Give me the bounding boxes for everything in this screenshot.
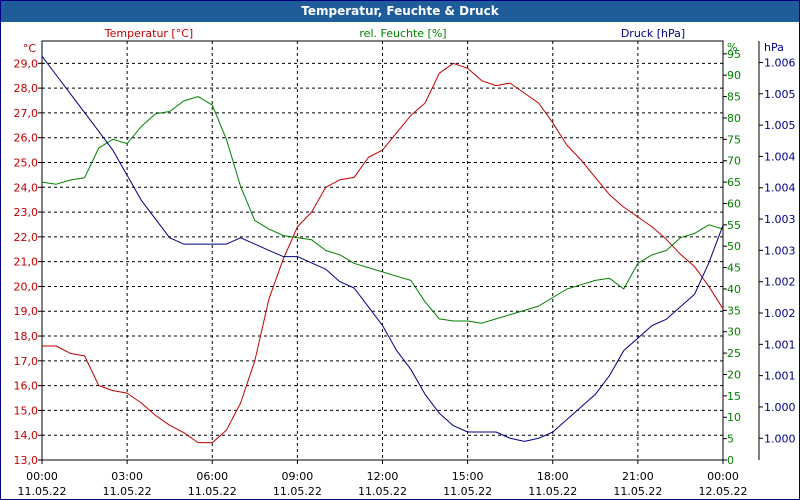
x-tick-time: 15:00: [452, 470, 484, 483]
temperature-tick-label: 24,0: [14, 181, 39, 194]
pressure-tick-label: 1.005: [764, 119, 796, 132]
series-line-humidity: [41, 96, 724, 324]
pressure-tick-label: 1.003: [764, 244, 796, 257]
humidity-tick-label: 5: [727, 433, 734, 446]
humidity-tick-label: 10: [727, 411, 741, 424]
humidity-tick-label: 90: [727, 69, 741, 82]
pressure-tick-label: 1.005: [764, 88, 796, 101]
pressure-tick-label: 1.000: [764, 432, 796, 445]
temperature-tick-label: 22,0: [14, 231, 39, 244]
temperature-tick-label: 20,0: [14, 280, 39, 293]
series-line-temperature: [42, 62, 724, 444]
temperature-unit-label: °C: [23, 42, 37, 55]
pressure-tick-label: 1.004: [764, 182, 796, 195]
pressure-tick-label: 1.002: [764, 307, 796, 320]
x-tick-time: 00:00: [26, 470, 58, 483]
x-tick-date: 11.05.22: [443, 485, 492, 498]
temperature-tick-label: 14,0: [14, 429, 39, 442]
pressure-tick-label: 1.001: [764, 338, 796, 351]
humidity-tick-label: 30: [727, 326, 741, 339]
pressure-tick-label: 1.006: [764, 56, 796, 69]
humidity-tick-label: 45: [727, 262, 741, 275]
pressure-tick-label: 1.004: [764, 150, 796, 163]
pressure-tick-label: 1.003: [764, 213, 796, 226]
x-tick-date: 11.05.22: [188, 485, 237, 498]
temperature-axis-title: Temperatur [°C]: [104, 27, 193, 40]
temperature-tick-label: 13,0: [14, 454, 39, 467]
humidity-tick-label: 65: [727, 176, 741, 189]
x-tick-time: 18:00: [537, 470, 569, 483]
temperature-tick-label: 18,0: [14, 330, 39, 343]
x-tick-date: 12.05.22: [699, 485, 748, 498]
humidity-tick-label: 80: [727, 112, 741, 125]
window-title: Temperatur, Feuchte & Druck: [1, 1, 799, 22]
temperature-tick-label: 26,0: [14, 132, 39, 145]
humidity-tick-label: 85: [727, 91, 741, 104]
humidity-tick-label: 70: [727, 155, 741, 168]
x-tick-time: 06:00: [196, 470, 228, 483]
temperature-tick-label: 17,0: [14, 355, 39, 368]
series-line-pressure: [41, 55, 724, 442]
humidity-axis-title: rel. Feuchte [%]: [359, 27, 446, 40]
temperature-tick-label: 25,0: [14, 156, 39, 169]
humidity-tick-label: 35: [727, 304, 741, 317]
pressure-tick-label: 1.000: [764, 401, 796, 414]
x-tick-date: 11.05.22: [103, 485, 152, 498]
temperature-tick-label: 21,0: [14, 256, 39, 269]
temperature-tick-label: 19,0: [14, 305, 39, 318]
humidity-tick-label: 25: [727, 347, 741, 360]
humidity-tick-label: 15: [727, 390, 741, 403]
x-tick-time: 03:00: [111, 470, 143, 483]
temperature-tick-label: 16,0: [14, 380, 39, 393]
x-tick-date: 11.05.22: [613, 485, 662, 498]
x-tick-time: 12:00: [367, 470, 399, 483]
pressure-axis-title: Druck [hPa]: [621, 27, 685, 40]
x-tick-date: 11.05.22: [358, 485, 407, 498]
x-tick-date: 11.05.22: [528, 485, 577, 498]
temperature-tick-label: 27,0: [14, 107, 39, 120]
humidity-tick-label: 50: [727, 240, 741, 253]
x-tick-time: 21:00: [622, 470, 654, 483]
temperature-tick-label: 29,0: [14, 57, 39, 70]
x-tick-date: 11.05.22: [273, 485, 322, 498]
pressure-tick-label: 1.002: [764, 276, 796, 289]
temperature-tick-label: 15,0: [14, 404, 39, 417]
pressure-unit-label: hPa: [764, 41, 784, 54]
humidity-unit-label: %: [727, 41, 737, 54]
humidity-tick-label: 75: [727, 133, 741, 146]
humidity-tick-label: 20: [727, 368, 741, 381]
humidity-tick-label: 0: [727, 454, 734, 467]
temperature-tick-label: 28,0: [14, 82, 39, 95]
x-tick-time: 09:00: [282, 470, 314, 483]
humidity-tick-label: 40: [727, 283, 741, 296]
humidity-tick-label: 55: [727, 219, 741, 232]
pressure-tick-label: 1.001: [764, 370, 796, 383]
x-tick-date: 11.05.22: [18, 485, 67, 498]
x-tick-time: 00:00: [707, 470, 739, 483]
temperature-tick-label: 23,0: [14, 206, 39, 219]
humidity-tick-label: 60: [727, 197, 741, 210]
humidity-tick-label: 95: [727, 48, 741, 61]
